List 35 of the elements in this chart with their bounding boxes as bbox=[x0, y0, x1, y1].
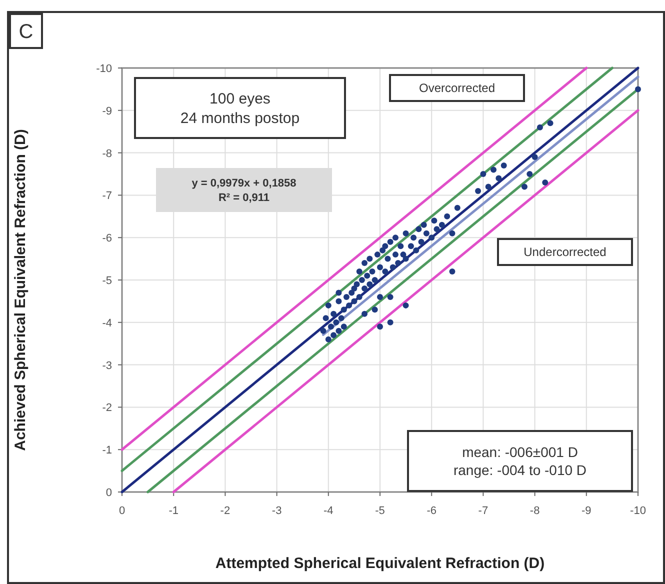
x-tick-label: 0 bbox=[118, 505, 126, 517]
text-box: y = 0,9979x + 0,1858 R² = 0,911 bbox=[156, 168, 332, 212]
x-axis-title: Attempted Spherical Equivalent Refraction (D) bbox=[215, 555, 545, 572]
y-tick-label: -1 bbox=[102, 444, 112, 457]
y-tick-label: -5 bbox=[102, 275, 112, 287]
y-tick-label: -2 bbox=[102, 402, 112, 414]
annotation: Undercorrected bbox=[524, 245, 606, 260]
x-tick-label: -4 bbox=[324, 505, 334, 517]
y-tick-label: -10 bbox=[96, 63, 112, 75]
y-tick-label: -4 bbox=[102, 317, 112, 330]
text-box: Overcorrected bbox=[389, 74, 525, 102]
y-tick-label: -8 bbox=[102, 148, 112, 160]
annotation: Overcorrected bbox=[418, 81, 496, 96]
x-tick-label: -2 bbox=[220, 505, 230, 517]
x-tick-label: -3 bbox=[272, 505, 282, 517]
text-box: 100 eyes 24 months postop bbox=[134, 77, 346, 139]
annotation: mean: -006±001 D range: -004 to -010 D bbox=[453, 444, 587, 478]
y-tick-label: -6 bbox=[102, 232, 112, 245]
x-tick-label: -5 bbox=[375, 505, 385, 517]
x-tick-label: -6 bbox=[426, 505, 436, 517]
y-tick-label: -3 bbox=[102, 360, 112, 372]
text-box: C bbox=[9, 13, 43, 49]
annotation: y = 0,9979x + 0,1858 R² = 0,911 bbox=[192, 178, 296, 204]
x-tick-label: -8 bbox=[530, 505, 540, 517]
text-box: mean: -006±001 D range: -004 to -010 D bbox=[407, 430, 633, 492]
x-tick-label: -9 bbox=[582, 505, 592, 517]
annotation: 100 eyes 24 months postop bbox=[180, 90, 300, 127]
y-tick-label: -7 bbox=[102, 190, 112, 202]
x-tick-label: -1 bbox=[168, 505, 178, 517]
y-tick-label: -9 bbox=[102, 105, 112, 118]
x-tick-label: -7 bbox=[478, 505, 488, 517]
x-tick-label: -10 bbox=[630, 505, 646, 517]
y-tick-label: 0 bbox=[106, 487, 112, 499]
y-axis-title: Achieved Spherical Equivalent Refraction (D) bbox=[12, 129, 29, 451]
text-box: Undercorrected bbox=[497, 238, 633, 266]
